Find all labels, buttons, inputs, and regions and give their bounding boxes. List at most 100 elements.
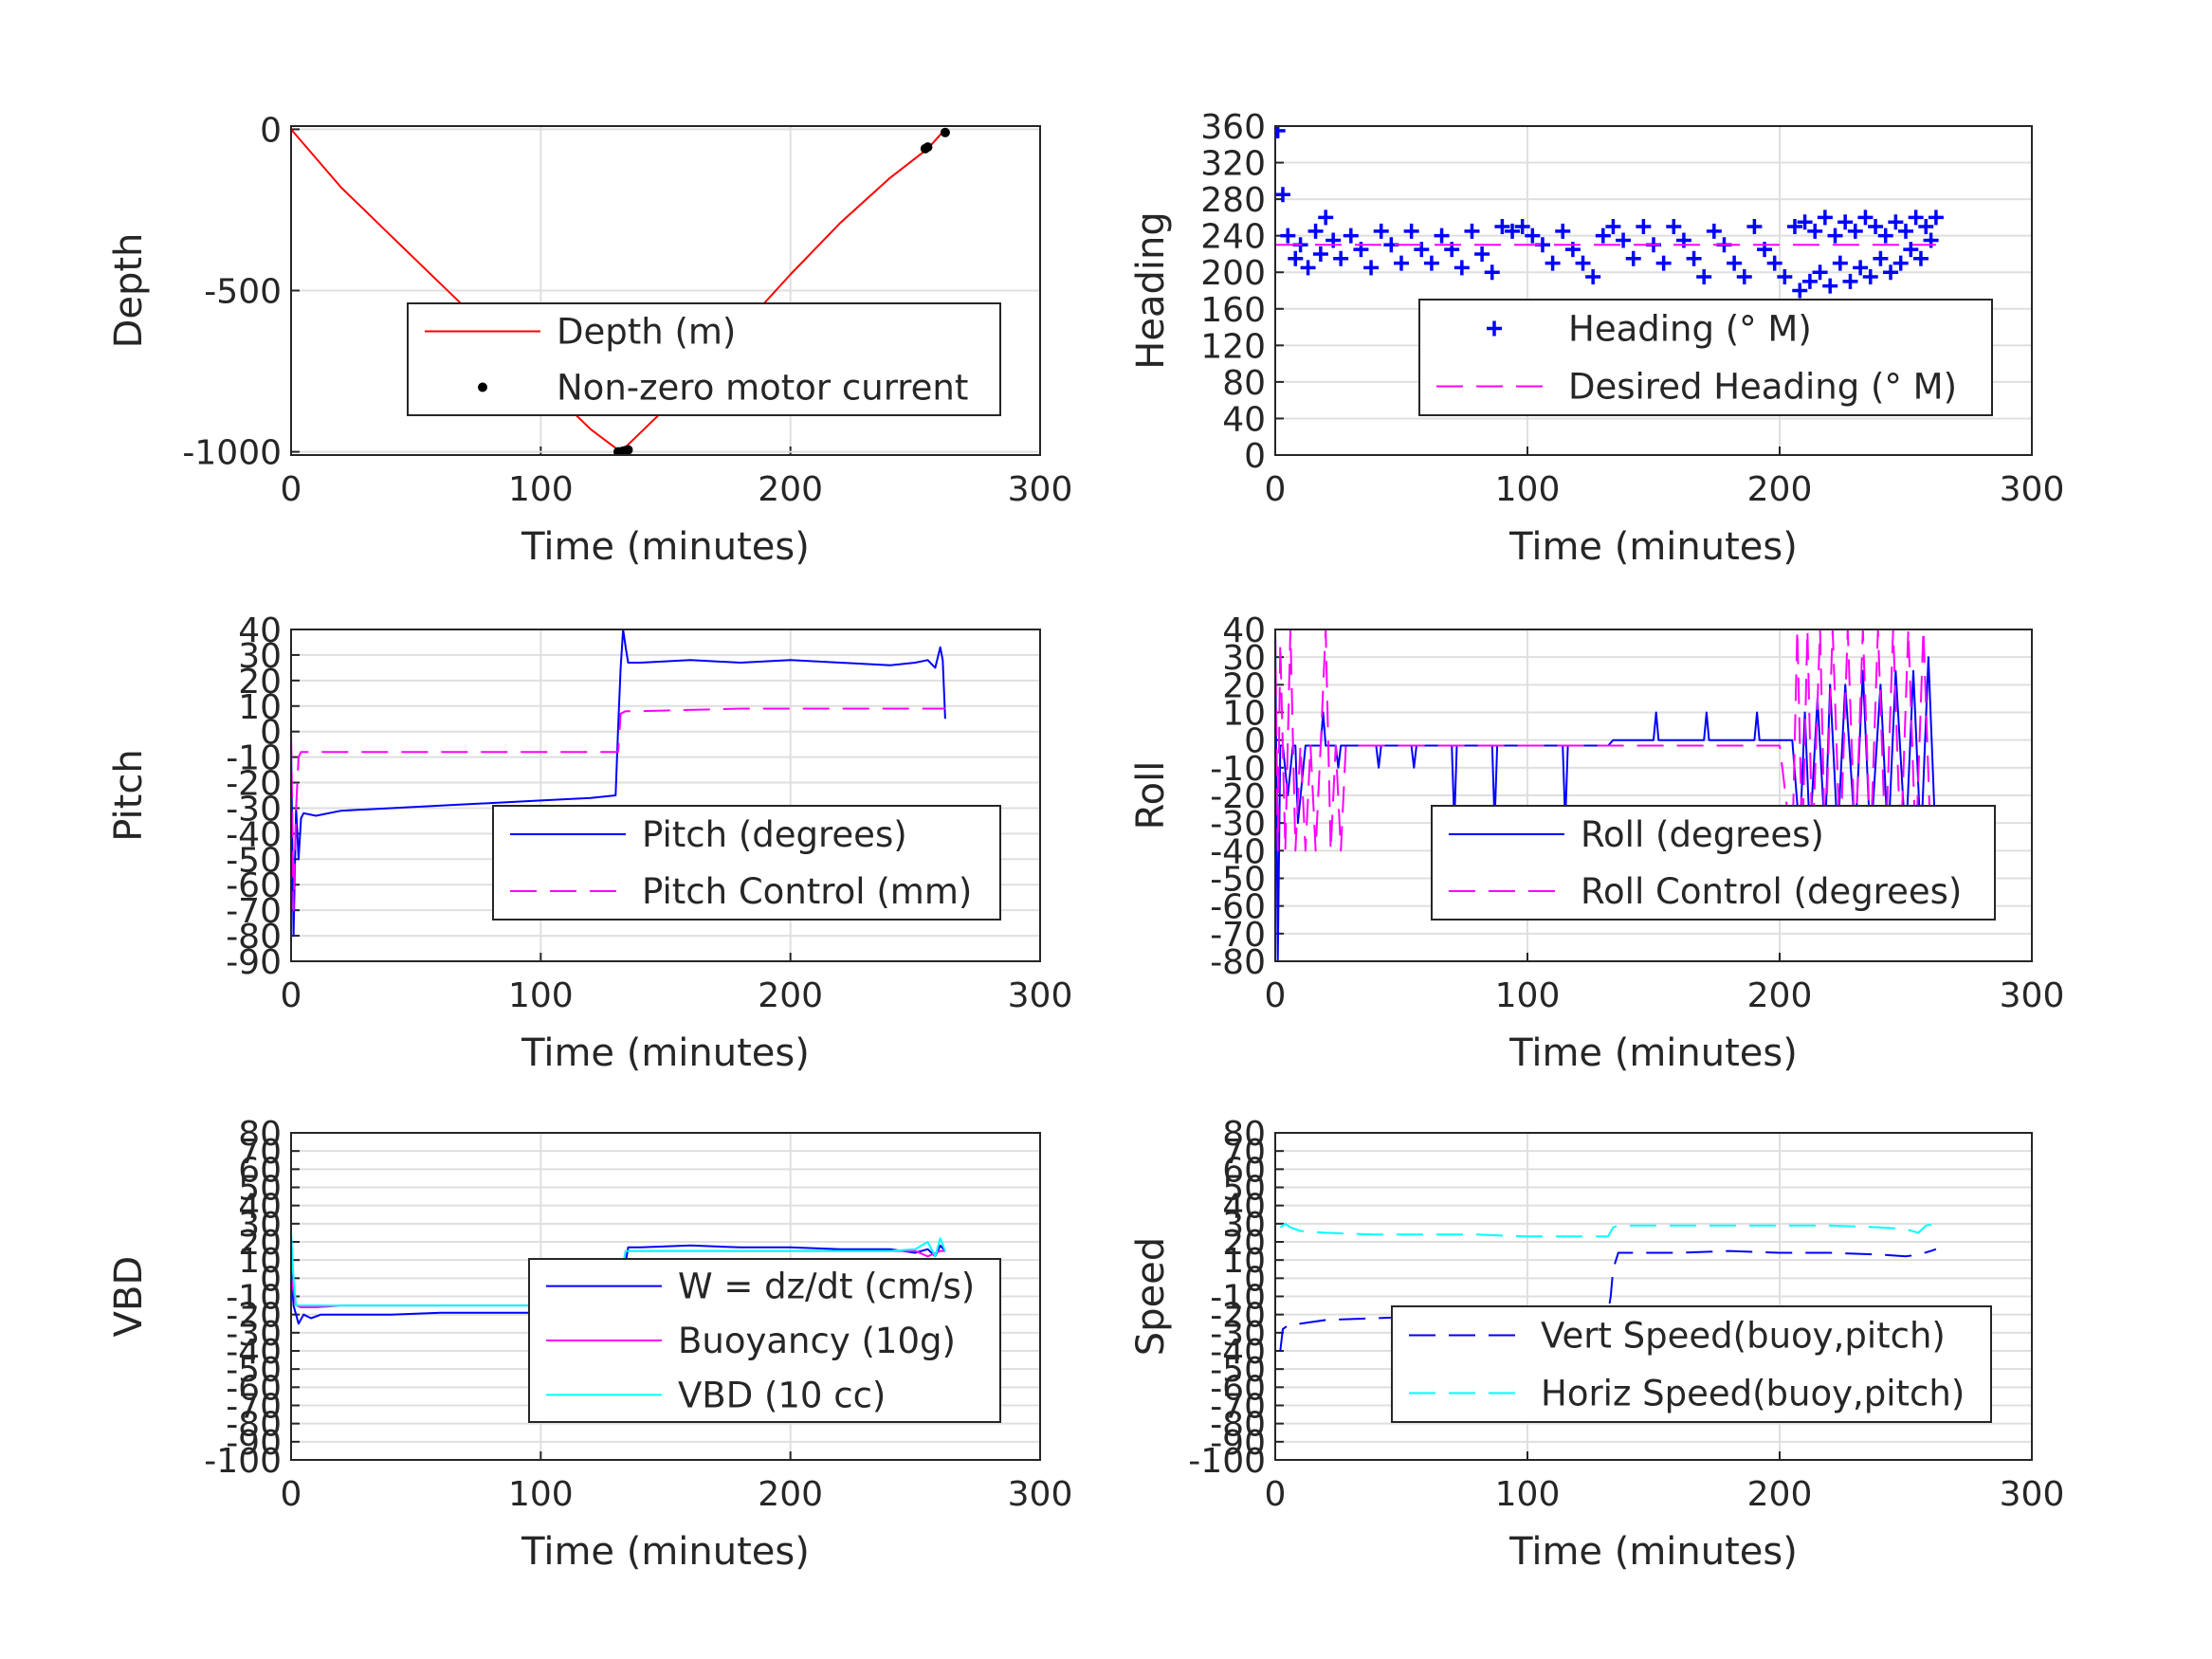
y-axis-label: Roll	[1129, 761, 1173, 830]
legend-entry-label: Depth (m)	[557, 312, 736, 353]
data-point	[1484, 264, 1500, 281]
x-tick-label: 200	[758, 976, 823, 1015]
data-point	[1555, 223, 1571, 239]
data-point	[1616, 232, 1632, 248]
data-point	[1766, 255, 1782, 271]
y-tick-label: -10	[226, 739, 282, 778]
x-tick-label: 300	[1008, 976, 1073, 1015]
data-point	[1655, 255, 1672, 271]
data-point	[1275, 126, 1286, 138]
legend-box	[492, 805, 1001, 921]
data-point	[1853, 260, 1869, 276]
y-tick-label: -80	[226, 1406, 282, 1445]
y-tick-label: 160	[1200, 291, 1266, 330]
y-tick-label: 10	[238, 688, 282, 727]
x-tick-label: 100	[1495, 470, 1561, 509]
y-tick-label: -60	[1210, 1369, 1266, 1408]
data-point	[1786, 219, 1802, 235]
y-tick-label: -20	[226, 1297, 282, 1336]
y-tick-label: -70	[226, 892, 282, 931]
x-tick-label: 300	[1008, 1475, 1073, 1514]
data-point	[1333, 250, 1349, 266]
legend: W = dz/dt (cm/s) Buoyancy (10g) VBD (10 cc…	[528, 1258, 1001, 1423]
y-tick-label: 60	[1222, 1151, 1266, 1190]
subplot-4: 0 100 200 300-80-70-60-50-40-30-20-10010203…	[1129, 611, 2064, 1075]
x-tick-label: 200	[1747, 976, 1813, 1015]
legend-entry-label: Desired Heading (° M)	[1568, 367, 1957, 408]
y-tick-label: -40	[226, 815, 282, 854]
y-tick-label: 40	[1222, 611, 1266, 650]
y-tick-label: -60	[1210, 888, 1266, 927]
data-point	[1873, 250, 1889, 266]
axes-frame	[290, 629, 1041, 962]
x-tick-label: 0	[281, 976, 302, 1015]
legend: Heading (° M) Desired Heading (° M)	[1418, 299, 1993, 416]
legend-swatch	[1487, 320, 1502, 337]
y-axis-label: Speed	[1129, 1237, 1173, 1356]
data-point	[1686, 250, 1702, 266]
y-tick-label: -30	[1210, 1315, 1266, 1354]
x-tick-label: 0	[1265, 470, 1287, 509]
data-point	[1727, 255, 1743, 271]
y-tick-label: -20	[226, 765, 282, 804]
data-point	[1300, 260, 1316, 276]
data-point	[1605, 219, 1621, 235]
legend-entry-label: Pitch Control (mm)	[642, 871, 972, 912]
y-axis-label: Heading	[1129, 211, 1173, 369]
data-point	[1746, 219, 1763, 235]
y-tick-label: 0	[260, 111, 282, 150]
x-axis-label: Time (minutes)	[521, 525, 810, 569]
data-point	[1842, 273, 1858, 289]
legend-entry-label: Horiz Speed(buoy,pitch)	[1541, 1374, 1965, 1414]
y-tick-label: -20	[1210, 777, 1266, 816]
y-tick-label: 20	[238, 1224, 282, 1263]
data-point	[1862, 269, 1878, 285]
y-tick-label: -50	[226, 841, 282, 880]
x-tick-label: 200	[1747, 1475, 1813, 1514]
y-tick-label: -90	[226, 1424, 282, 1463]
data-point	[1275, 187, 1290, 203]
legend-entry-label: Vert Speed(buoy,pitch)	[1541, 1316, 1946, 1357]
data-point	[1892, 255, 1909, 271]
data-point	[1928, 210, 1944, 226]
data-point	[1908, 210, 1924, 226]
y-tick-label: 40	[238, 1188, 282, 1227]
plot-data	[291, 629, 946, 938]
data-point	[1307, 223, 1324, 239]
y-tick-label: 0	[260, 714, 282, 753]
x-tick-label: 300	[2000, 976, 2065, 1015]
subplot-2: 0 100 200 30004080120160200240280320360Time…	[1129, 108, 2064, 569]
y-tick-label: -70	[226, 1388, 282, 1427]
y-tick-label: -80	[226, 918, 282, 957]
data-point	[1373, 223, 1389, 239]
x-axis-label: Time (minutes)	[521, 1031, 810, 1075]
data-point	[1918, 219, 1934, 235]
x-tick-label: 100	[1495, 1475, 1561, 1514]
y-tick-label: 50	[1222, 1170, 1266, 1209]
y-tick-label: 40	[238, 611, 282, 650]
data-point	[1343, 228, 1359, 244]
series-4-2-line	[1275, 629, 1932, 852]
data-point	[1666, 219, 1682, 235]
y-tick-label: 320	[1200, 145, 1266, 184]
y-tick-label: -100	[1188, 1442, 1266, 1481]
data-point	[1696, 269, 1712, 285]
y-tick-label: 60	[238, 1151, 282, 1190]
y-tick-label: 70	[238, 1133, 282, 1172]
x-axis-label: Time (minutes)	[1508, 1031, 1798, 1075]
data-point	[1525, 228, 1541, 244]
data-point	[1403, 223, 1419, 239]
x-tick-label: 300	[2000, 470, 2065, 509]
y-tick-label: -30	[226, 1315, 282, 1354]
data-point	[1827, 228, 1843, 244]
data-point	[1812, 264, 1828, 281]
y-tick-label: -90	[226, 943, 282, 982]
data-point	[1280, 228, 1296, 244]
x-tick-label: 100	[508, 976, 574, 1015]
y-tick-label: 30	[238, 1206, 282, 1245]
data-point	[1474, 246, 1490, 262]
y-tick-label: 80	[238, 1115, 282, 1154]
y-tick-label: -70	[1210, 1388, 1266, 1427]
y-tick-label: -20	[1210, 1297, 1266, 1336]
